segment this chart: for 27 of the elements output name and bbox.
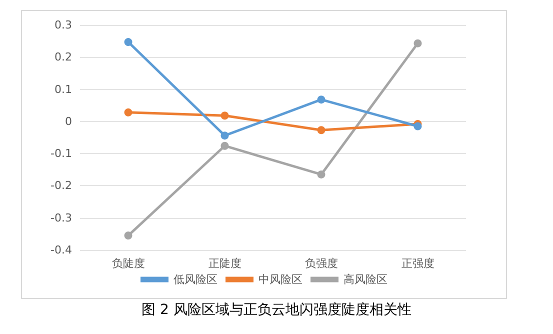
x-tick-label: 负强度 xyxy=(304,257,338,270)
legend-label: 高风险区 xyxy=(344,273,388,286)
legend-label: 中风险区 xyxy=(258,273,302,286)
point xyxy=(124,232,132,240)
point xyxy=(220,132,229,140)
point xyxy=(124,108,132,116)
y-tick-label: 0.2 xyxy=(54,50,72,64)
y-tick-label: -0.1 xyxy=(50,147,72,160)
y-tick-label: 0.1 xyxy=(54,82,72,96)
point xyxy=(317,170,326,178)
x-tick-label: 正陡度 xyxy=(208,257,242,270)
y-tick-label: -0.2 xyxy=(50,179,72,192)
point xyxy=(317,126,326,134)
point xyxy=(220,142,229,150)
point xyxy=(220,112,229,120)
legend-label: 低风险区 xyxy=(174,273,218,286)
x-tick-label: 正强度 xyxy=(401,257,434,270)
point xyxy=(414,39,422,48)
point xyxy=(124,38,132,46)
caption: 图 2 风险区域与正负云地闪强度陡度相关性 xyxy=(140,301,412,319)
y-tick-label: -0.4 xyxy=(50,244,72,256)
x-tick-label: 负陡度 xyxy=(112,257,145,270)
y-tick-label: 0.3 xyxy=(54,18,72,32)
point xyxy=(414,122,422,130)
y-tick-label: 0 xyxy=(65,114,72,128)
point xyxy=(317,96,326,104)
y-tick-label: -0.3 xyxy=(50,211,72,224)
